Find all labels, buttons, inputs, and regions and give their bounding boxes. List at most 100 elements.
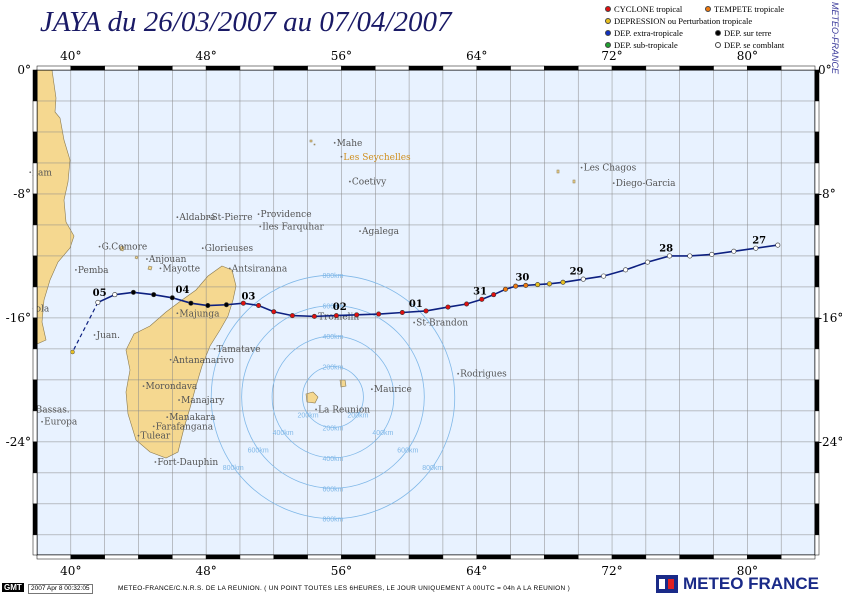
- frame-segment: [32, 69, 38, 102]
- distance-ring-label: 600km: [397, 447, 418, 454]
- place-label: Iles Farquhar: [262, 223, 324, 233]
- mauritius-island: [339, 379, 347, 388]
- distance-ring-label: 800km: [422, 465, 443, 472]
- place-marker: [228, 267, 231, 270]
- place-label: ilam: [32, 168, 52, 178]
- land-masses: [36, 69, 576, 459]
- place-marker: [359, 230, 361, 233]
- legend-item-tempete: TEMPETE tropicale: [705, 4, 784, 14]
- legend-item-extra-tropicale: DEP. extra-tropicale: [605, 28, 683, 38]
- track-point: [601, 273, 607, 279]
- track-point: [731, 248, 737, 254]
- longitude-tick-label: 56°: [331, 564, 352, 578]
- place-label: La Reunion: [318, 405, 370, 415]
- place-marker: [370, 388, 373, 391]
- frame-segment: [32, 534, 38, 556]
- place-label: St-Pierre: [212, 213, 253, 223]
- frame-segment: [32, 472, 38, 505]
- track-point: [223, 302, 229, 308]
- timestamp: 2007 Apr 8 00:32:05: [28, 584, 93, 594]
- place-marker: [152, 425, 155, 428]
- track-point: [423, 308, 429, 314]
- frame-segment: [780, 65, 816, 71]
- place-marker: [98, 245, 101, 248]
- place-label: Tromelin: [318, 312, 359, 322]
- place-marker: [201, 247, 204, 250]
- place-marker: [142, 385, 145, 388]
- track-point: [753, 245, 759, 251]
- day-label: 27: [752, 236, 766, 247]
- track-point: [333, 313, 339, 319]
- footer: GMT 2007 Apr 8 00:32:05 METEO-FRANCE/C.N…: [0, 574, 842, 595]
- legend-label: DEPRESSION ou Perturbation tropicale: [614, 16, 753, 26]
- frame-segment: [814, 534, 820, 556]
- longitude-tick-label: 64°: [466, 49, 487, 63]
- place-label: Les Seychelles: [343, 153, 411, 163]
- place-marker: [315, 408, 317, 411]
- frame-segment: [814, 348, 820, 381]
- track-point: [169, 295, 175, 301]
- longitude-tick-label: 72°: [601, 564, 622, 578]
- longitude-tick-label: 48°: [195, 564, 216, 578]
- frame-segment: [611, 554, 647, 560]
- frame-segment: [32, 162, 38, 195]
- place-marker: [41, 420, 43, 423]
- frame-segment: [814, 472, 820, 505]
- place-label: Manajary: [181, 396, 225, 406]
- distance-ring-label: 600km: [248, 447, 269, 454]
- place-label: Mayotte: [162, 264, 200, 274]
- distance-ring-label: 400km: [322, 456, 343, 463]
- frame-segment: [408, 554, 444, 560]
- track-point: [523, 282, 529, 288]
- latitude-tick-label: -24°: [818, 435, 842, 449]
- day-label: 28: [659, 243, 673, 254]
- place-marker: [257, 213, 260, 216]
- frame-segment: [814, 100, 820, 133]
- longitude-tick-label: 72°: [601, 49, 622, 63]
- distance-ring-label: 200km: [347, 412, 368, 419]
- cyclone-track-map: 200km200km200km200km400km400km400km400km…: [6, 49, 842, 578]
- day-label: 30: [515, 273, 529, 284]
- footer-credit: METEO-FRANCE/C.N.R.S. DE LA REUNION. ( U…: [118, 585, 571, 592]
- day-label: 04: [175, 285, 189, 296]
- place-label: Diego-Garcia: [616, 179, 676, 189]
- legend-dot: [705, 6, 711, 12]
- legend-item-cyclone: CYCLONE tropical: [605, 4, 682, 14]
- track-point: [256, 303, 262, 309]
- track-point: [289, 313, 295, 319]
- legend-label: TEMPETE tropicale: [714, 4, 785, 14]
- track-point: [775, 242, 781, 248]
- storm-track: 27 28 29 30 31 01 02 03 04 05: [70, 236, 781, 355]
- frame-segment: [32, 410, 38, 443]
- frame-segment: [544, 554, 579, 560]
- track-point: [502, 286, 508, 292]
- legend-dot: [605, 42, 611, 48]
- track-point: [560, 279, 566, 285]
- frame-segment: [577, 65, 613, 71]
- distance-ring-label: 200km: [298, 412, 319, 419]
- frame-segment: [510, 65, 545, 71]
- place-marker: [29, 171, 32, 174]
- track-end-point: [70, 349, 75, 355]
- place-marker: [580, 166, 583, 169]
- track-point: [645, 259, 651, 265]
- legend-item-sub-tropicale: DEP. sub-tropicale: [605, 40, 678, 50]
- longitude-tick-label: 48°: [195, 49, 216, 63]
- track-point: [687, 253, 693, 259]
- track-extension: [71, 302, 99, 353]
- distance-ring: [302, 366, 364, 428]
- legend-dot: [605, 18, 611, 24]
- track-line: [97, 244, 778, 318]
- latitude-tick-label: -16°: [6, 311, 31, 325]
- place-marker: [176, 216, 179, 219]
- frame-segment: [577, 554, 613, 560]
- place-label: Rodrigues: [460, 370, 507, 380]
- frame-segment: [408, 65, 444, 71]
- place-label: Pemba: [78, 266, 109, 276]
- place-label: Providence: [261, 210, 312, 220]
- place-marker: [159, 267, 162, 270]
- place-labels: Mahe Les Seychelles Coetivy AldabraSt-Pierr…: [29, 139, 676, 468]
- place-label: Les Chagos: [584, 164, 637, 174]
- frame-segment: [442, 65, 477, 71]
- track-point: [188, 300, 194, 306]
